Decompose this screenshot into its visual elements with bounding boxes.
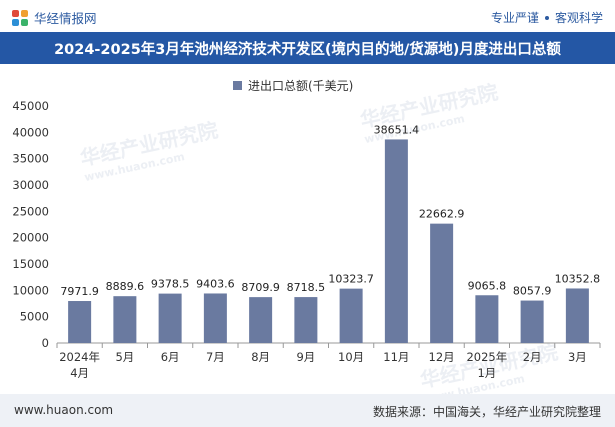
x-tick-label: 2025年 1月 — [466, 350, 507, 380]
tagline-2: 客观科学 — [554, 11, 603, 25]
tagline: 专业严谨 客观科学 — [491, 9, 603, 26]
footer-source: 数据来源：中国海关，华经产业研究院整理 — [372, 405, 601, 419]
data-label: 9065.8 — [468, 279, 507, 292]
legend: 进出口总额(千美元) — [233, 79, 353, 93]
data-label: 10323.7 — [328, 273, 374, 286]
bar[interactable] — [339, 288, 363, 343]
data-label: 38651.4 — [374, 123, 420, 136]
brand[interactable]: 华经情报网 — [12, 8, 97, 27]
bar-chart: 进出口总额(千美元) 0 5000 10000 15000 20000 25000 3000… — [12, 79, 601, 380]
brand-name: 华经情报网 — [34, 11, 97, 26]
x-tick-label: 5月 — [115, 350, 134, 364]
data-label: 8057.9 — [513, 285, 552, 298]
bar[interactable] — [249, 297, 273, 343]
footer-website[interactable]: www.huaon.com — [14, 403, 114, 417]
bar[interactable] — [158, 293, 182, 343]
x-tick-label: 2024年 4月 — [59, 350, 100, 380]
y-tick-label: 10000 — [12, 283, 49, 297]
x-tick-label: 10月 — [338, 350, 364, 364]
bar[interactable] — [565, 288, 589, 343]
bar[interactable] — [294, 297, 318, 343]
data-label: 8709.9 — [241, 281, 280, 294]
bars: 7971.9 8889.6 9378.5 9403.6 8709.9 8718.51032… — [60, 123, 600, 343]
chart-title: 2024-2025年3月年池州经济技术开发区(境内目的地/货源地)月度进出口总额 — [54, 41, 561, 58]
bar[interactable] — [430, 223, 454, 343]
tagline-1: 专业严谨 — [490, 11, 539, 25]
logo-icon — [12, 9, 28, 26]
x-tick-label: 11月 — [383, 350, 409, 364]
footer: www.huaon.com 数据来源：中国海关，华经产业研究院整理 — [0, 394, 615, 427]
y-tick-label: 5000 — [20, 310, 49, 324]
legend-swatch — [233, 81, 242, 90]
x-tick-label: 9月 — [296, 350, 315, 364]
y-tick-label: 30000 — [12, 178, 49, 192]
y-tick-label: 25000 — [12, 204, 49, 218]
data-label: 9403.6 — [196, 277, 235, 290]
bar[interactable] — [384, 139, 408, 343]
bullet-icon — [544, 15, 549, 20]
data-label: 8718.5 — [287, 281, 326, 294]
y-tick-label: 15000 — [12, 257, 49, 271]
x-tick-label: 7月 — [206, 350, 225, 364]
x-tick-label: 2月 — [523, 350, 542, 364]
y-tick-label: 35000 — [12, 152, 49, 166]
title-bar: 2024-2025年3月年池州经济技术开发区(境内目的地/货源地)月度进出口总额 — [0, 32, 615, 64]
data-label: 10352.8 — [555, 272, 601, 285]
y-axis: 0 5000 10000 15000 20000 25000 30000 35000 40000… — [12, 99, 49, 350]
x-tick-label: 3月 — [568, 350, 587, 364]
data-label: 9378.5 — [151, 278, 190, 291]
legend-label: 进出口总额(千美元) — [248, 79, 353, 93]
data-label: 8889.6 — [106, 280, 145, 293]
data-label: 22662.9 — [419, 208, 465, 221]
bar[interactable] — [113, 296, 137, 343]
y-tick-label: 0 — [42, 336, 49, 350]
top-bar: 华经情报网 专业严谨 客观科学 — [0, 0, 615, 32]
x-tick-label: 12月 — [429, 350, 455, 364]
bar[interactable] — [475, 295, 499, 343]
y-tick-label: 20000 — [12, 231, 49, 245]
y-tick-label: 40000 — [12, 125, 49, 139]
bar[interactable] — [68, 301, 92, 343]
x-tick-label: 8月 — [251, 350, 270, 364]
bar[interactable] — [203, 293, 227, 343]
x-tick-label: 6月 — [161, 350, 180, 364]
bar[interactable] — [520, 300, 544, 343]
y-tick-label: 45000 — [12, 99, 49, 113]
x-axis: 2024年 4月 5月 6月 7月 8月 9月 10月 11月 12月 2025年 1月 2月 3月 — [56, 343, 601, 380]
data-label: 7971.9 — [60, 285, 99, 298]
